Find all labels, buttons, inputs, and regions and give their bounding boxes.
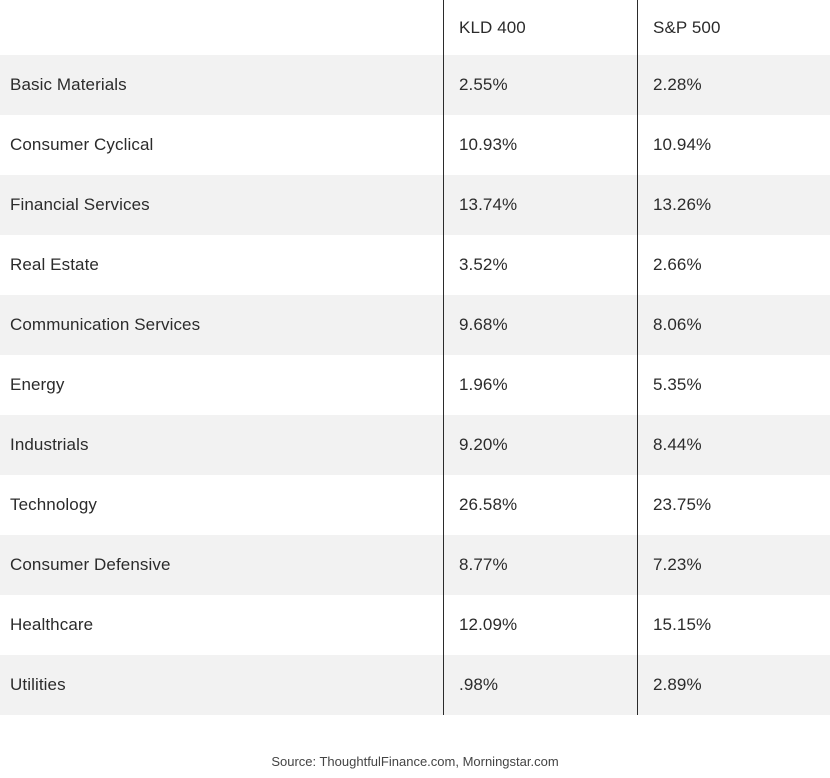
sector-cell: Financial Services xyxy=(10,195,150,214)
kld-400-cell: 1.96% xyxy=(443,355,637,415)
table-row: Energy 1.96% 5.35% xyxy=(0,355,830,415)
sector-cell: Consumer Defensive xyxy=(10,555,171,574)
source-caption: Source: ThoughtfulFinance.com, Morningst… xyxy=(271,754,559,769)
sector-cell: Basic Materials xyxy=(10,75,127,94)
kld-400-cell: 2.55% xyxy=(443,55,637,115)
sp-500-cell: 10.94% xyxy=(637,115,830,175)
sp-500-cell: 2.66% xyxy=(637,235,830,295)
sector-cell: Utilities xyxy=(10,675,66,694)
kld-400-cell: 26.58% xyxy=(443,475,637,535)
sector-cell: Consumer Cyclical xyxy=(10,135,154,154)
sector-weights-table: KLD 400 S&P 500 Basic Materials 2.55% 2.… xyxy=(0,0,830,715)
header-cell-sp-500: S&P 500 xyxy=(637,0,830,55)
kld-400-cell: 9.20% xyxy=(443,415,637,475)
kld-400-cell: 10.93% xyxy=(443,115,637,175)
table-row: Consumer Defensive 8.77% 7.23% xyxy=(0,535,830,595)
sp-500-cell: 8.06% xyxy=(637,295,830,355)
sp-500-cell: 2.28% xyxy=(637,55,830,115)
sp-500-cell: 2.89% xyxy=(637,655,830,715)
kld-400-cell: 8.77% xyxy=(443,535,637,595)
sector-cell: Communication Services xyxy=(10,315,201,334)
kld-400-cell: 13.74% xyxy=(443,175,637,235)
table-row: Basic Materials 2.55% 2.28% xyxy=(0,55,830,115)
sector-cell: Healthcare xyxy=(10,615,94,634)
table-header-row: KLD 400 S&P 500 xyxy=(0,0,830,55)
table-row: Utilities .98% 2.89% xyxy=(0,655,830,715)
sp-500-cell: 5.35% xyxy=(637,355,830,415)
kld-400-cell: 12.09% xyxy=(443,595,637,655)
kld-400-cell: 9.68% xyxy=(443,295,637,355)
sp-500-cell: 23.75% xyxy=(637,475,830,535)
table-row: Financial Services 13.74% 13.26% xyxy=(0,175,830,235)
sector-cell: Technology xyxy=(10,495,98,514)
table-row: Consumer Cyclical 10.93% 10.94% xyxy=(0,115,830,175)
sp-500-cell: 8.44% xyxy=(637,415,830,475)
kld-400-cell: 3.52% xyxy=(443,235,637,295)
kld-400-cell: .98% xyxy=(443,655,637,715)
sp-500-cell: 7.23% xyxy=(637,535,830,595)
table-row: Communication Services 9.68% 8.06% xyxy=(0,295,830,355)
table-row: Technology 26.58% 23.75% xyxy=(0,475,830,535)
header-cell-sector xyxy=(0,0,443,55)
sector-cell: Industrials xyxy=(10,435,89,454)
table-row: Industrials 9.20% 8.44% xyxy=(0,415,830,475)
sp-500-cell: 13.26% xyxy=(637,175,830,235)
sector-cell: Real Estate xyxy=(10,255,99,274)
header-cell-kld-400: KLD 400 xyxy=(443,0,637,55)
sector-cell: Energy xyxy=(10,375,65,394)
table-row: Real Estate 3.52% 2.66% xyxy=(0,235,830,295)
sp-500-cell: 15.15% xyxy=(637,595,830,655)
table-row: Healthcare 12.09% 15.15% xyxy=(0,595,830,655)
